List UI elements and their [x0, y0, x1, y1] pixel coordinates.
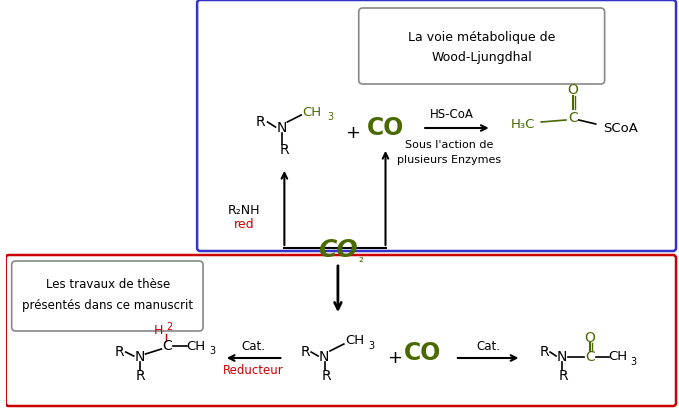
Text: R: R [321, 369, 331, 383]
Text: C: C [162, 339, 172, 353]
Text: 3: 3 [327, 112, 333, 122]
Text: CH: CH [345, 335, 365, 347]
Text: R: R [136, 369, 145, 383]
Text: R: R [300, 345, 310, 359]
Text: N: N [276, 121, 287, 135]
Text: Wood-Ljungdhal: Wood-Ljungdhal [431, 51, 532, 65]
Text: CO: CO [318, 238, 358, 262]
Text: ₂: ₂ [359, 252, 363, 265]
Text: plusieurs Enzymes: plusieurs Enzymes [397, 155, 501, 165]
FancyBboxPatch shape [12, 261, 203, 331]
Text: R: R [558, 369, 568, 383]
Text: présentés dans ce manuscrit: présentés dans ce manuscrit [22, 298, 194, 312]
Text: R: R [256, 115, 265, 129]
Text: N: N [557, 350, 567, 364]
Text: C: C [568, 111, 578, 125]
Text: R: R [539, 345, 549, 359]
Text: 2: 2 [166, 322, 172, 332]
Text: red: red [234, 219, 254, 231]
Text: R₂NH: R₂NH [227, 203, 260, 217]
Text: Sous l'action de: Sous l'action de [405, 140, 493, 150]
Text: Les travaux de thèse: Les travaux de thèse [45, 279, 170, 291]
Text: R: R [280, 143, 289, 157]
Text: C: C [585, 350, 595, 364]
Text: CH: CH [187, 339, 206, 353]
Text: O: O [568, 83, 579, 97]
Text: 3: 3 [630, 357, 636, 367]
Text: HS-CoA: HS-CoA [430, 109, 474, 122]
Text: CH: CH [608, 351, 627, 363]
Text: H₃C: H₃C [511, 118, 536, 131]
Text: H: H [153, 325, 163, 337]
Text: Cat.: Cat. [242, 340, 265, 353]
Text: N: N [134, 350, 145, 364]
Text: SCoA: SCoA [603, 122, 638, 134]
Text: 3: 3 [209, 346, 215, 356]
Text: O: O [585, 331, 595, 345]
Text: Reducteur: Reducteur [223, 363, 284, 376]
Text: CO: CO [367, 116, 404, 140]
Text: R: R [115, 345, 124, 359]
Text: N: N [319, 350, 329, 364]
Text: CO: CO [403, 341, 441, 365]
Text: La voie métabolique de: La voie métabolique de [408, 32, 555, 44]
Text: Cat.: Cat. [477, 340, 500, 353]
Text: +: + [387, 349, 402, 367]
Text: +: + [346, 124, 361, 142]
Text: 3: 3 [369, 341, 375, 351]
FancyBboxPatch shape [359, 8, 604, 84]
Text: CH: CH [303, 106, 322, 118]
